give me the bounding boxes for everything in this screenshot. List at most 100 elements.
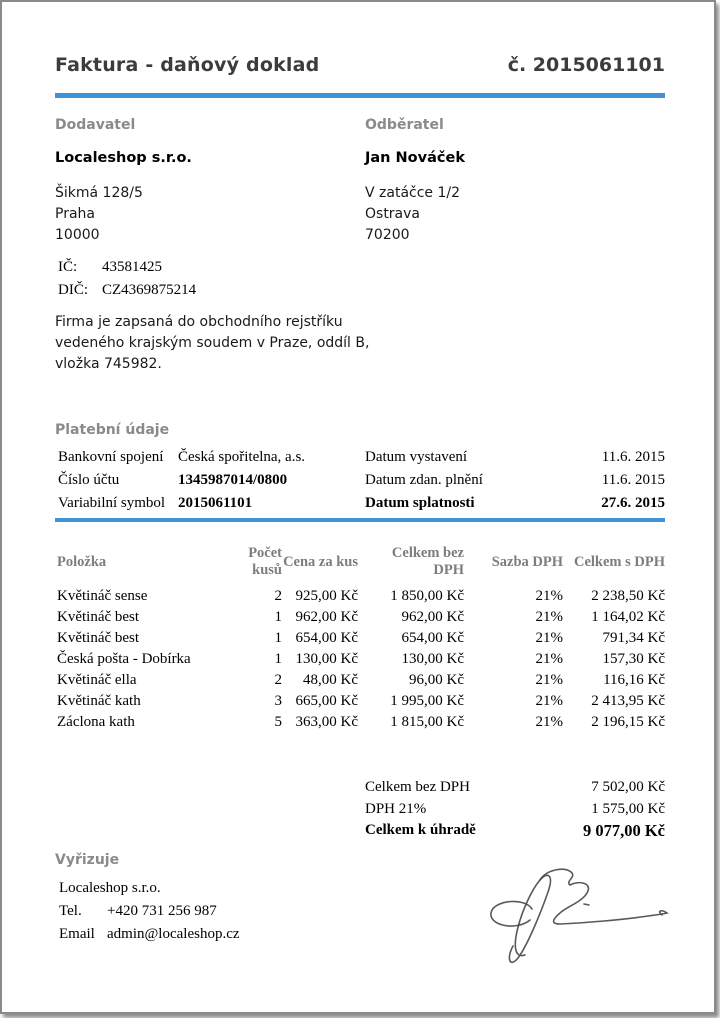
table-cell: 962,00 Kč bbox=[401, 609, 465, 625]
column-header-total-incl-vat: Celkem s DPH bbox=[573, 553, 665, 570]
bank-details: Bankovní spojení Česká spořitelna, a.s. … bbox=[58, 446, 358, 515]
table-row: Česká pošta - Dobírka 1 130,00 Kč 130,00 Kč… bbox=[55, 649, 665, 670]
tel-label: Tel. bbox=[59, 903, 82, 919]
bank-row: Bankovní spojení Česká spořitelna, a.s. bbox=[58, 446, 358, 469]
table-cell: 21% bbox=[535, 672, 564, 688]
due-date-label: Datum splatnosti bbox=[365, 495, 475, 511]
registration-note: Firma je zapsaná do obchodního rejstříku… bbox=[55, 314, 370, 372]
date-row: Datum vystavení 11.6. 2015 bbox=[365, 446, 665, 469]
tax-date-label: Datum zdan. plnění bbox=[365, 472, 483, 488]
items-table: Položka Počet kusů Cena za kus Celkem be… bbox=[55, 545, 665, 733]
customer-name: Jan Nováček bbox=[365, 150, 465, 166]
dic-value: CZ4369875214 bbox=[102, 282, 197, 298]
table-cell: 363,00 Kč bbox=[295, 714, 359, 730]
table-cell: 116,16 Kč bbox=[603, 672, 665, 688]
grand-total-label: Celkem k úhradě bbox=[365, 822, 476, 838]
issue-date-value: 11.6. 2015 bbox=[601, 449, 665, 465]
bank-row: Číslo účtu 1345987014/0800 bbox=[58, 469, 358, 492]
footer-heading: Vyřizuje bbox=[55, 852, 120, 868]
table-cell: 21% bbox=[535, 651, 564, 667]
table-cell: Květináč sense bbox=[57, 588, 148, 604]
vat-value: 1 575,00 Kč bbox=[591, 800, 665, 817]
payment-heading: Platební údaje bbox=[55, 422, 170, 438]
customer-heading: Odběratel bbox=[365, 117, 444, 133]
grand-total-row: Celkem k úhradě 9 077,00 Kč bbox=[365, 820, 665, 842]
table-cell: Květináč kath bbox=[57, 693, 141, 709]
table-row: Květináč sense 2 925,00 Kč 1 850,00 Kč 21% 2 … bbox=[55, 586, 665, 607]
contact-company: Localeshop s.r.o. bbox=[59, 880, 161, 896]
column-header-total-excl-vat: Celkem bez DPH bbox=[391, 545, 464, 578]
totals-row: DPH 21% 1 575,00 Kč bbox=[365, 799, 665, 821]
table-row: Květináč kath 3 665,00 Kč 1 995,00 Kč 21% 2 4… bbox=[55, 691, 665, 712]
table-cell: 654,00 Kč bbox=[295, 630, 359, 646]
table-cell: Záclona kath bbox=[57, 714, 135, 730]
tel-value: +420 731 256 987 bbox=[107, 903, 217, 919]
items-header-row: Položka Počet kusů Cena za kus Celkem be… bbox=[55, 545, 665, 586]
table-cell: 48,00 Kč bbox=[303, 672, 358, 688]
contact-block: Localeshop s.r.o. Tel. +420 731 256 987 … bbox=[59, 877, 240, 946]
company-ids: IČ: 43581425 DIČ: CZ4369875214 bbox=[58, 256, 196, 302]
table-cell: 2 bbox=[274, 588, 283, 604]
tax-date-value: 11.6. 2015 bbox=[601, 472, 665, 488]
table-cell: 1 164,02 Kč bbox=[591, 609, 665, 625]
table-row: Květináč ella 2 48,00 Kč 96,00 Kč 21% 116,16 … bbox=[55, 670, 665, 691]
customer-address: V zatáčce 1/2 Ostrava 70200 bbox=[365, 185, 461, 243]
tel-row: Tel. +420 731 256 987 bbox=[59, 900, 240, 923]
table-cell: 791,34 Kč bbox=[602, 630, 666, 646]
account-label: Číslo účtu bbox=[58, 472, 120, 488]
table-cell: 21% bbox=[535, 630, 564, 646]
table-cell: 157,30 Kč bbox=[602, 651, 666, 667]
table-cell: 2 bbox=[274, 672, 283, 688]
invoice-number: č. 2015061101 bbox=[507, 54, 665, 76]
table-cell: 1 bbox=[274, 630, 283, 646]
variable-symbol-label: Variabilní symbol bbox=[58, 495, 166, 511]
column-header-item: Položka bbox=[57, 553, 107, 570]
table-cell: 21% bbox=[535, 588, 564, 604]
table-cell: 1 bbox=[274, 651, 283, 667]
table-cell: Česká pošta - Dobírka bbox=[57, 651, 191, 667]
table-cell: 665,00 Kč bbox=[295, 693, 359, 709]
signature-image bbox=[490, 868, 669, 963]
ic-row: IČ: 43581425 bbox=[58, 256, 196, 279]
column-header-qty-line1: Počet bbox=[248, 545, 282, 561]
issue-date-label: Datum vystavení bbox=[365, 449, 468, 465]
subtotal-value: 7 502,00 Kč bbox=[591, 779, 665, 795]
payment-divider bbox=[55, 518, 665, 522]
column-header-unit-price: Cena za kus bbox=[283, 553, 358, 570]
table-cell: 1 bbox=[274, 609, 283, 625]
bank-label: Bankovní spojení bbox=[58, 449, 164, 465]
dic-label: DIČ: bbox=[58, 282, 88, 298]
table-cell: 2 238,50 Kč bbox=[591, 588, 665, 604]
table-cell: 21% bbox=[535, 714, 564, 730]
email-label: Email bbox=[59, 926, 95, 942]
table-cell: 925,00 Kč bbox=[295, 588, 359, 604]
email-value: admin@localeshop.cz bbox=[107, 926, 240, 942]
items-body: Květináč sense 2 925,00 Kč 1 850,00 Kč 21% 2 … bbox=[55, 586, 665, 733]
bank-row: Variabilní symbol 2015061101 bbox=[58, 492, 358, 515]
table-cell: 1 815,00 Kč bbox=[390, 714, 464, 730]
supplier-name: Localeshop s.r.o. bbox=[55, 150, 192, 166]
date-row: Datum zdan. plnění 11.6. 2015 bbox=[365, 469, 665, 492]
bank-value: Česká spořitelna, a.s. bbox=[178, 449, 306, 465]
subtotal-label: Celkem bez DPH bbox=[365, 779, 470, 795]
grand-total-value: 9 077,00 Kč bbox=[582, 821, 665, 840]
due-date-value: 27.6. 2015 bbox=[601, 495, 665, 511]
table-cell: 654,00 Kč bbox=[401, 630, 465, 646]
table-row: Květináč best 1 654,00 Kč 654,00 Kč 21% 791,3… bbox=[55, 628, 665, 649]
column-header-vat-rate: Sazba DPH bbox=[491, 553, 563, 570]
table-row: Záclona kath 5 363,00 Kč 1 815,00 Kč 21% 2 19… bbox=[55, 712, 665, 733]
variable-symbol-value: 2015061101 bbox=[178, 495, 253, 511]
vat-label: DPH 21% bbox=[365, 800, 427, 817]
page-title: Faktura - daňový doklad bbox=[55, 54, 320, 76]
ic-value: 43581425 bbox=[102, 259, 162, 275]
date-details: Datum vystavení 11.6. 2015 Datum zdan. p… bbox=[365, 446, 665, 515]
email-row: Email admin@localeshop.cz bbox=[59, 923, 240, 946]
header-row: Faktura - daňový doklad č. 2015061101 bbox=[55, 54, 665, 76]
supplier-heading: Dodavatel bbox=[55, 117, 136, 133]
column-header-qty-line2: kusů bbox=[252, 562, 282, 578]
header-divider bbox=[55, 93, 665, 98]
table-cell: 962,00 Kč bbox=[295, 609, 359, 625]
supplier-address: Šikmá 128/5 Praha 10000 bbox=[55, 185, 143, 243]
table-cell: 3 bbox=[274, 693, 283, 709]
